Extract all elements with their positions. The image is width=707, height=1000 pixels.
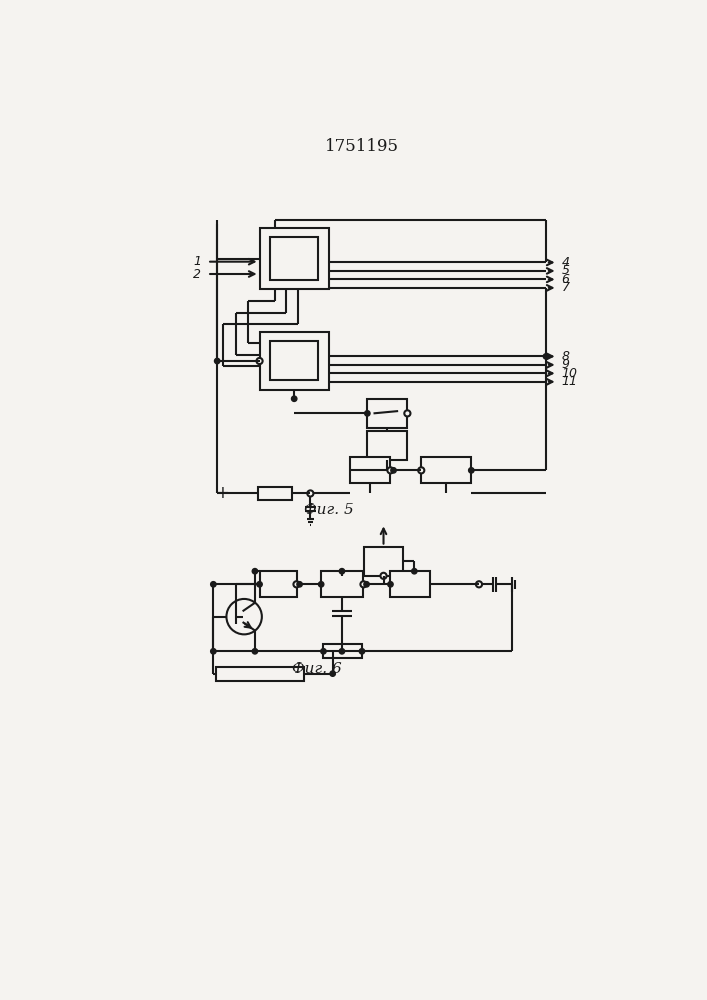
Bar [364, 547, 403, 576]
Bar [270, 237, 318, 280]
Circle shape [387, 467, 394, 473]
Text: 1751195: 1751195 [325, 138, 399, 155]
Circle shape [404, 410, 411, 416]
Circle shape [339, 649, 344, 654]
Text: Фиг. 6: Фиг. 6 [293, 662, 342, 676]
Circle shape [477, 582, 481, 587]
Bar [259, 332, 329, 389]
Bar [259, 228, 329, 289]
Text: Фиг. 5: Фиг. 5 [304, 503, 354, 517]
Bar [258, 487, 292, 500]
Text: 4: 4 [561, 256, 569, 269]
Circle shape [365, 411, 370, 416]
Text: 6: 6 [561, 273, 569, 286]
Circle shape [543, 354, 549, 359]
Bar [270, 341, 318, 380]
Circle shape [418, 467, 424, 473]
Circle shape [293, 581, 300, 587]
Text: 2: 2 [193, 267, 201, 280]
Circle shape [211, 582, 216, 587]
Circle shape [391, 468, 396, 473]
Circle shape [214, 358, 220, 364]
Circle shape [257, 582, 262, 587]
Circle shape [387, 582, 393, 587]
Text: 9: 9 [561, 358, 569, 371]
Circle shape [308, 490, 313, 497]
Text: 8: 8 [561, 350, 569, 363]
Circle shape [359, 649, 365, 654]
Bar [259, 571, 296, 597]
Circle shape [297, 582, 303, 587]
Circle shape [252, 649, 257, 654]
Circle shape [321, 649, 326, 654]
Circle shape [339, 569, 344, 574]
Text: +: + [216, 484, 230, 502]
Bar [216, 667, 304, 681]
Circle shape [252, 569, 257, 574]
Circle shape [361, 581, 366, 587]
Circle shape [291, 396, 297, 401]
Text: 11: 11 [561, 375, 578, 388]
Bar [321, 571, 363, 597]
Bar [390, 571, 431, 597]
Bar [421, 457, 472, 483]
Circle shape [476, 581, 482, 587]
Text: 1: 1 [193, 255, 201, 268]
Text: 5: 5 [561, 264, 569, 277]
Circle shape [364, 582, 369, 587]
Bar [324, 644, 362, 658]
Text: 7: 7 [561, 281, 569, 294]
Bar [368, 431, 407, 460]
Circle shape [330, 671, 335, 676]
Bar [351, 457, 390, 483]
Circle shape [226, 599, 262, 634]
Circle shape [411, 569, 417, 574]
Circle shape [469, 468, 474, 473]
Circle shape [380, 573, 387, 579]
Circle shape [318, 582, 324, 587]
Text: 10: 10 [561, 367, 578, 380]
Bar [368, 399, 407, 428]
Circle shape [257, 358, 262, 364]
Circle shape [211, 649, 216, 654]
